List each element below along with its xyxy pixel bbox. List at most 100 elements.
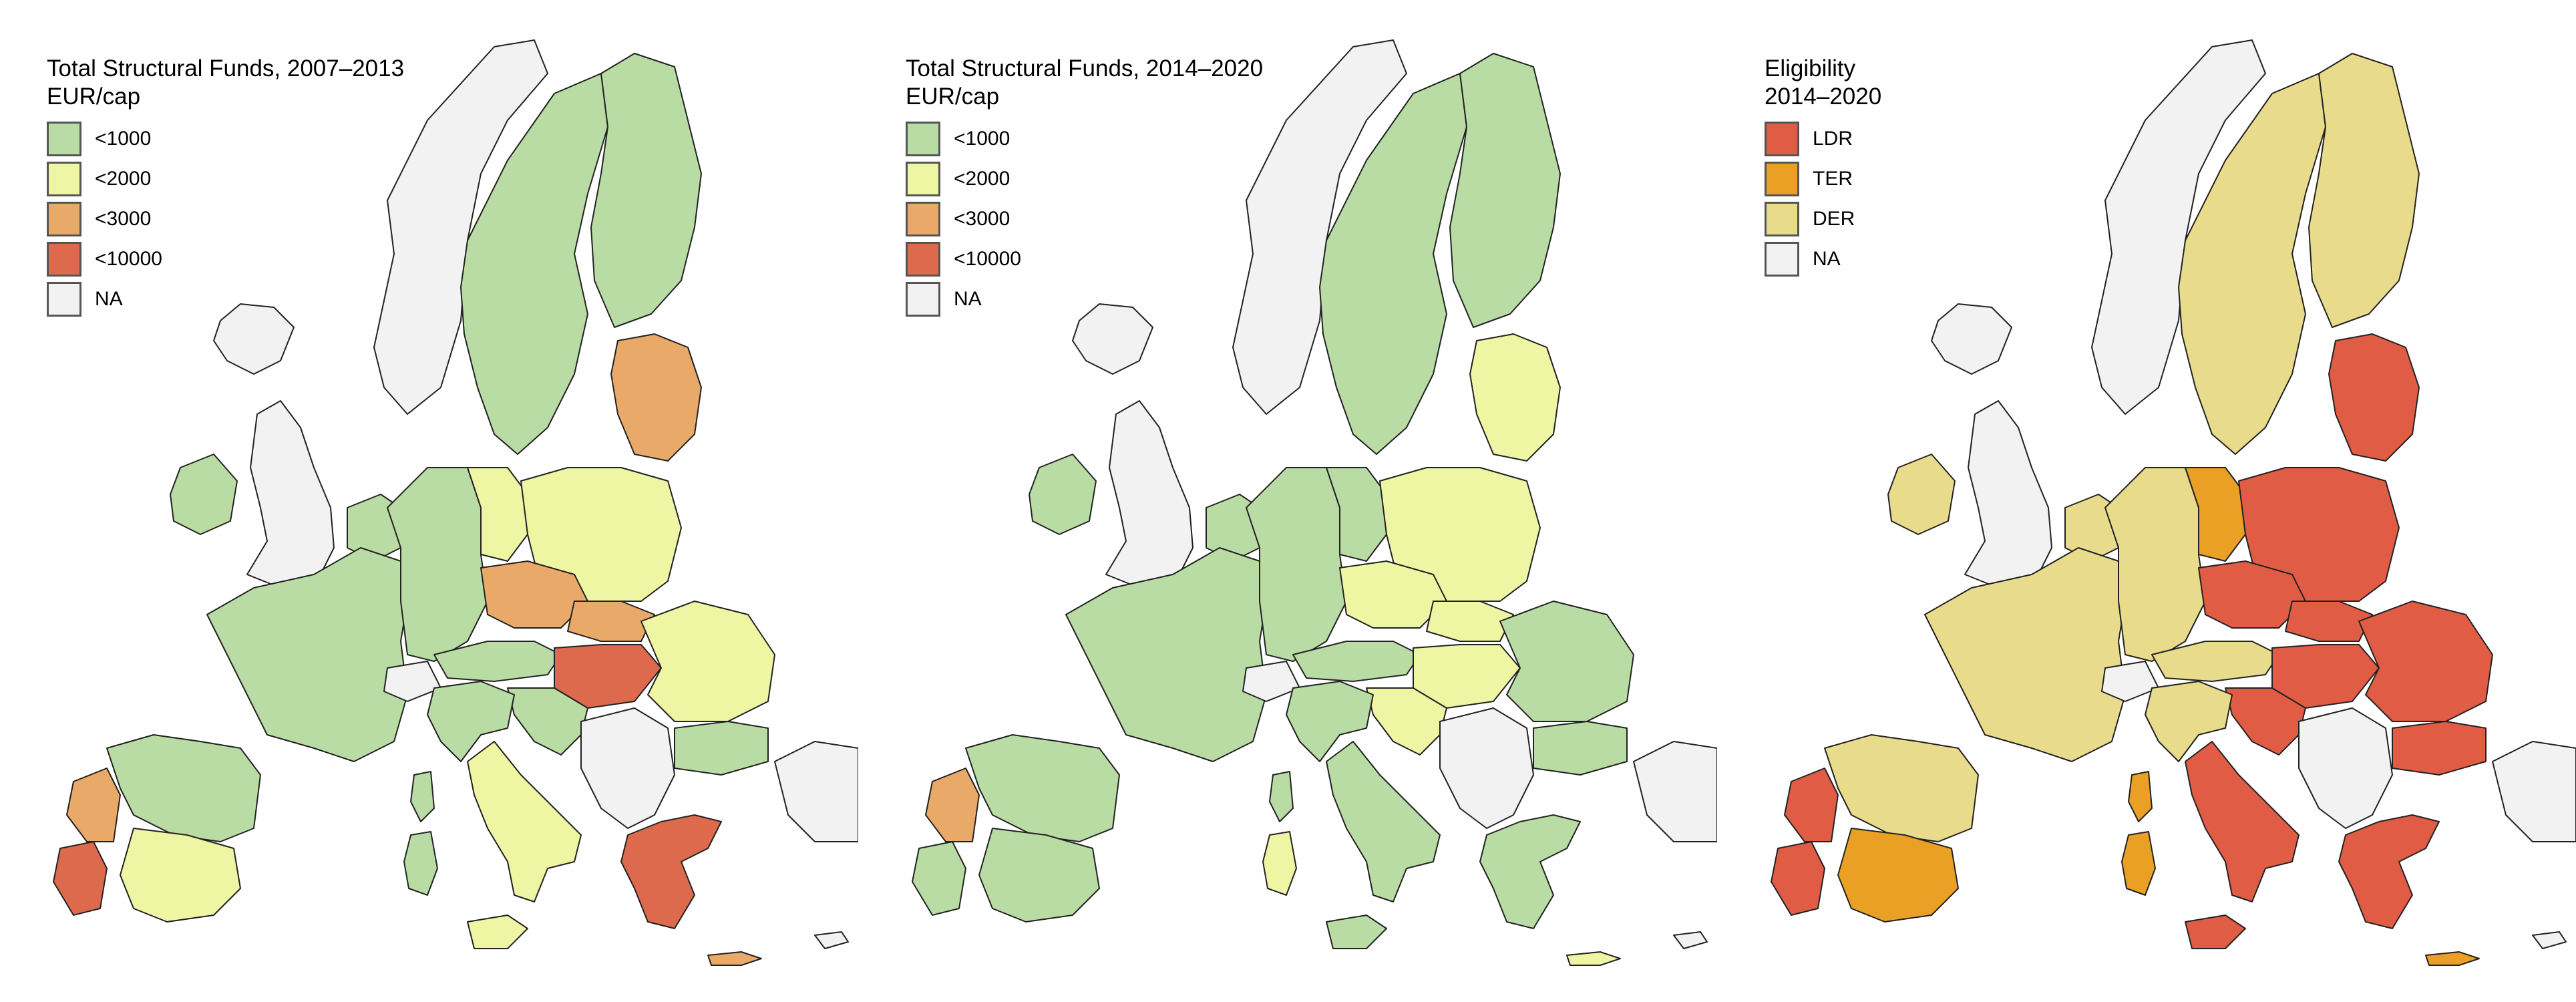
region-bulgaria: [1533, 721, 1628, 776]
region-east-germany: [2185, 467, 2246, 562]
region-greece: [1479, 814, 1581, 929]
legend-subtitle: EUR/cap: [47, 84, 141, 110]
region-ireland: [1029, 454, 1097, 535]
legend-item: <1000: [47, 119, 404, 159]
legend-title: Total Structural Funds, 2014–2020: [906, 55, 1264, 81]
legend-label: NA: [95, 288, 123, 310]
region-bulgaria: [2392, 721, 2487, 776]
region-uk: [1105, 400, 1193, 589]
legend-item: NA: [906, 279, 1263, 319]
region-slovakia: [1426, 601, 1514, 642]
region-scandinavia: [460, 73, 608, 455]
map-panel-funds-2007-2013: Total Structural Funds, 2007–2013 EUR/ca…: [0, 0, 858, 1002]
region-germany: [387, 467, 488, 662]
region-france: [206, 547, 408, 762]
legend-label: <1000: [95, 128, 152, 150]
region-slovenia-croatia: [1366, 687, 1447, 756]
region-switzerland: [1242, 661, 1300, 702]
legend-swatch: [47, 122, 81, 156]
region-romania: [1499, 601, 1634, 722]
region-germany: [2104, 467, 2206, 662]
region-spain: [1824, 734, 1979, 842]
legend-swatch: [906, 282, 940, 317]
region-cyprus: [1673, 931, 1708, 949]
region-portugal-south: [912, 841, 966, 916]
region-slovenia-croatia: [507, 687, 588, 756]
region-sicily: [1326, 914, 1387, 949]
legend-item: TER: [1765, 159, 1881, 199]
legend-label: <3000: [95, 208, 152, 230]
region-finland: [2308, 53, 2420, 328]
region-italy-north: [427, 681, 515, 762]
region-france: [1924, 547, 2126, 762]
region-uk: [1964, 400, 2052, 589]
region-greece: [620, 814, 722, 929]
region-corsica: [410, 771, 435, 822]
region-greece: [2338, 814, 2440, 929]
region-finland: [1449, 53, 1561, 328]
map-legend: Total Structural Funds, 2007–2013 EUR/ca…: [47, 55, 404, 319]
region-portugal: [925, 768, 980, 842]
legend-item: <3000: [906, 199, 1263, 239]
legend-label: <1000: [954, 128, 1010, 150]
region-slovenia-croatia: [2225, 687, 2306, 756]
region-germany: [1246, 467, 1347, 662]
region-baltics: [610, 333, 702, 462]
legend-label: DER: [1813, 208, 1855, 230]
region-scandinavia: [1319, 73, 1467, 455]
region-italy-south: [467, 741, 582, 902]
legend-subtitle: EUR/cap: [906, 84, 1000, 110]
region-slovakia: [2285, 601, 2373, 642]
legend-item: NA: [1765, 239, 1881, 279]
legend-swatch: [1765, 122, 1799, 156]
legend-label: <2000: [95, 168, 152, 190]
legend-swatch: [906, 202, 940, 236]
region-baltics: [2328, 333, 2420, 462]
legend-swatch: [1765, 202, 1799, 236]
region-france: [1065, 547, 1267, 762]
region-crete: [707, 951, 762, 966]
region-balkans: [580, 707, 675, 829]
legend-title: Total Structural Funds, 2007–2013: [47, 55, 405, 81]
region-east-germany: [467, 467, 528, 562]
legend-swatch: [47, 162, 81, 196]
region-turkey: [1633, 741, 1717, 842]
legend-label: <10000: [954, 248, 1021, 270]
region-finland: [590, 53, 702, 328]
legend-item: <2000: [47, 159, 404, 199]
region-crete: [1566, 951, 1621, 966]
region-cyprus: [814, 931, 849, 949]
legend-label: <10000: [95, 248, 162, 270]
region-turkey: [2492, 741, 2576, 842]
region-ireland: [1887, 454, 1956, 535]
legend-item: <10000: [47, 239, 404, 279]
legend-title: Eligibility: [1765, 55, 1856, 81]
region-iceland: [213, 303, 295, 375]
legend-swatch: [1765, 162, 1799, 196]
region-scandinavia: [2178, 73, 2326, 455]
legend-item: DER: [1765, 199, 1881, 239]
region-sardinia: [2121, 831, 2156, 896]
region-romania: [640, 601, 775, 722]
region-east-germany: [1326, 467, 1387, 562]
region-italy-south: [2185, 741, 2299, 902]
legend-label: NA: [954, 288, 982, 310]
legend-label: LDR: [1813, 128, 1853, 150]
legend-swatch: [1765, 242, 1799, 277]
region-sardinia: [1262, 831, 1297, 896]
legend-swatch: [906, 122, 940, 156]
region-portugal: [66, 768, 121, 842]
region-spain-south: [120, 828, 241, 923]
region-spain-south: [978, 828, 1100, 923]
region-corsica: [2128, 771, 2153, 822]
region-portugal: [1784, 768, 1839, 842]
region-switzerland: [383, 661, 441, 702]
legend-label: TER: [1813, 168, 1853, 190]
legend-swatch: [906, 162, 940, 196]
region-italy-north: [2145, 681, 2233, 762]
region-sicily: [467, 914, 528, 949]
region-sardinia: [403, 831, 438, 896]
region-balkans: [2298, 707, 2393, 829]
region-uk: [246, 400, 335, 589]
region-spain-south: [1837, 828, 1959, 923]
